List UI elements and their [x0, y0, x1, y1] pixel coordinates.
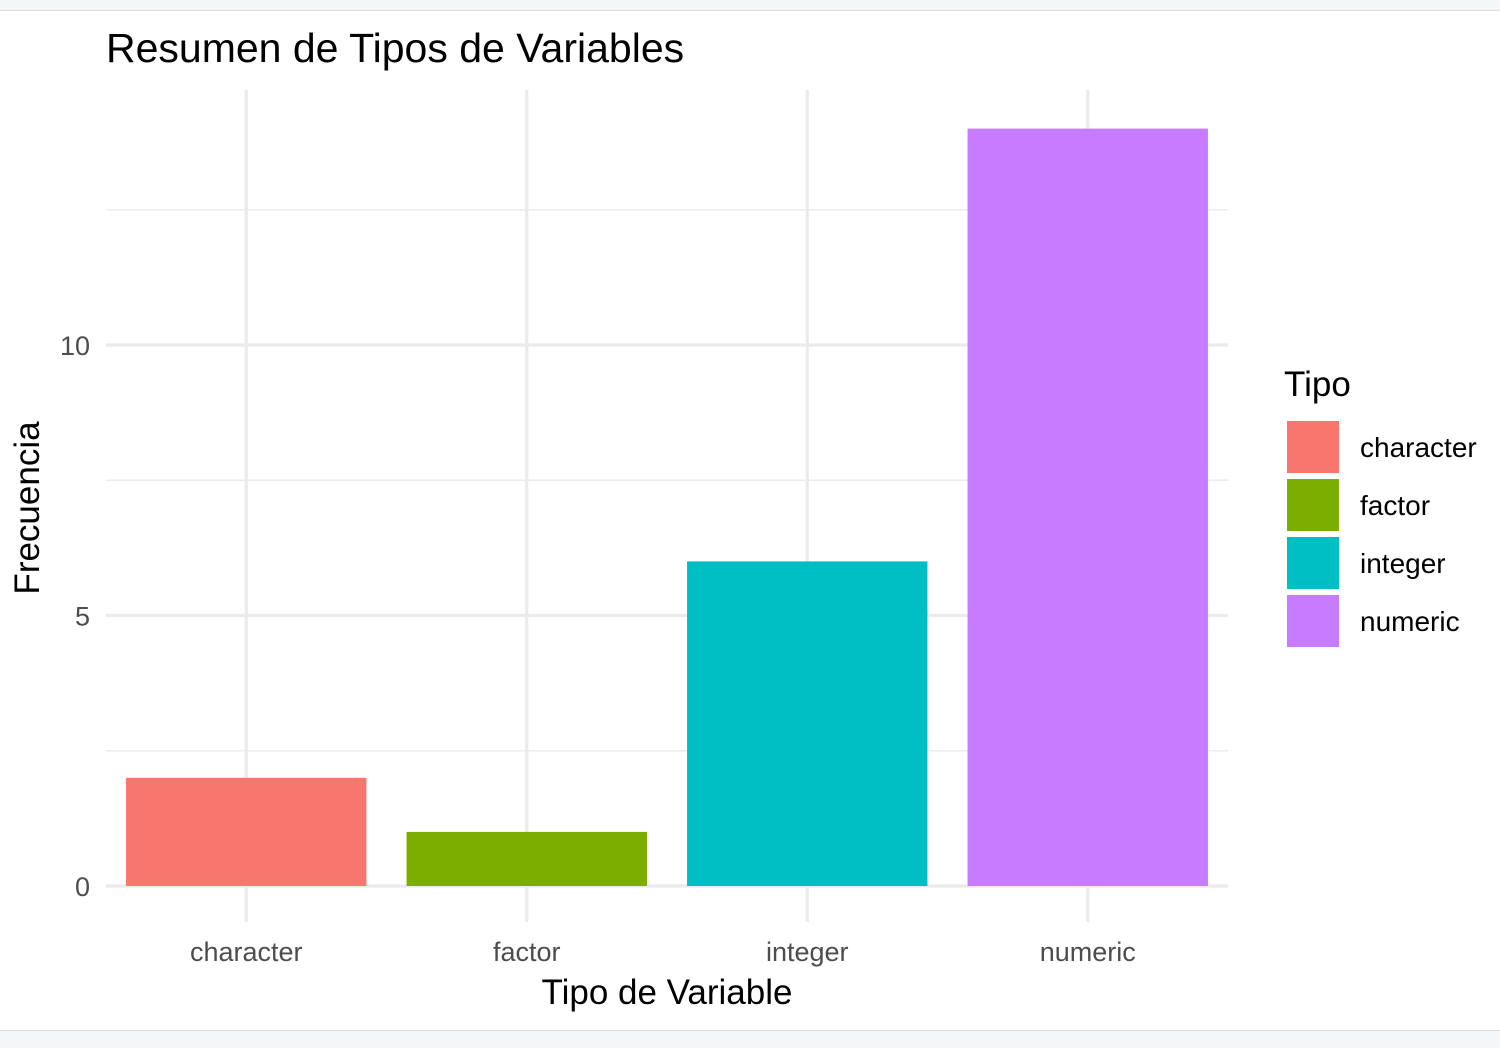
- bars: [126, 128, 1208, 887]
- legend-key-numeric: [1285, 593, 1341, 649]
- chart-title: Resumen de Tipos de Variables: [106, 25, 684, 71]
- bar-integer: [687, 561, 928, 886]
- y-tick-label: 0: [75, 872, 90, 902]
- x-tick-label: factor: [493, 937, 561, 967]
- bar-character: [126, 777, 367, 886]
- x-tick-label: integer: [766, 937, 849, 967]
- x-tick-label: character: [190, 937, 303, 967]
- y-tick-label: 5: [75, 602, 90, 632]
- window-bottom-strip: [0, 1030, 1500, 1048]
- legend-title: Tipo: [1284, 365, 1351, 404]
- legend-key-integer: [1285, 535, 1341, 591]
- x-axis-title: Tipo de Variable: [542, 973, 793, 1012]
- legend-label: integer: [1360, 548, 1446, 579]
- x-tick-label: numeric: [1040, 937, 1136, 967]
- y-axis-title: Frecuencia: [8, 421, 47, 595]
- legend: Tipo character factor integer numeric: [1284, 365, 1477, 649]
- legend-label: numeric: [1360, 606, 1460, 637]
- y-axis-ticks: 0 5 10: [60, 331, 90, 902]
- bar-numeric: [967, 128, 1208, 887]
- x-axis-ticks: character factor integer numeric: [190, 937, 1136, 967]
- bar-factor: [406, 831, 647, 886]
- y-tick-label: 10: [60, 331, 90, 361]
- legend-label: factor: [1360, 490, 1430, 521]
- legend-key-factor: [1285, 477, 1341, 533]
- window-top-strip: [0, 0, 1500, 11]
- legend-label: character: [1360, 432, 1477, 463]
- legend-key-character: [1285, 419, 1341, 475]
